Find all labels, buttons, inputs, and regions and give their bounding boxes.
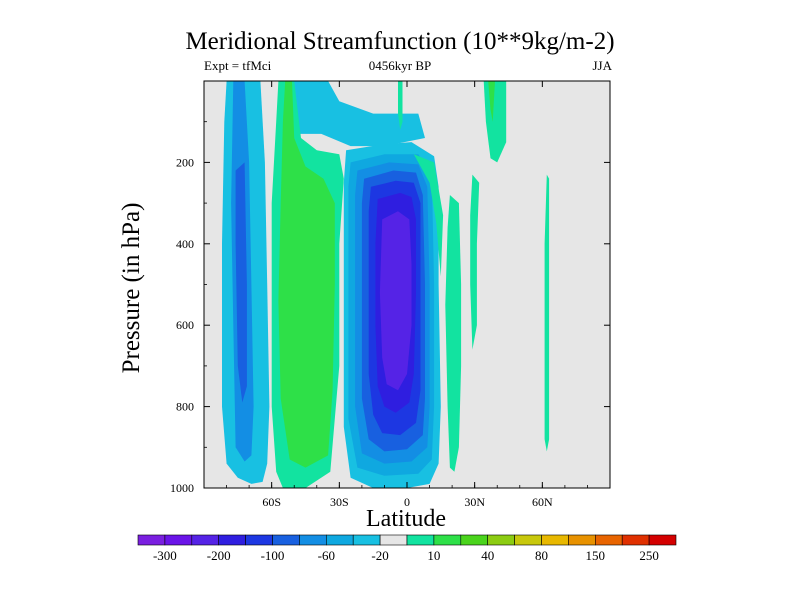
x-tick-label: 30S	[330, 495, 349, 509]
colorbar-box	[514, 534, 542, 546]
colorbar-box	[352, 534, 381, 546]
y-tick-label: 800	[176, 400, 194, 414]
season-label: JJA	[592, 58, 612, 73]
colorbar-box	[218, 534, 246, 546]
colorbar-box	[487, 534, 515, 546]
y-tick-label: 200	[176, 155, 194, 169]
colorbar-box	[568, 534, 596, 546]
colorbar-box	[460, 534, 488, 546]
colorbar-box	[541, 534, 569, 546]
colorbar-box	[299, 534, 327, 546]
colorbar-box	[406, 534, 435, 546]
contour-nh-streak-3	[483, 81, 507, 163]
contour-nh-streak-1	[445, 195, 462, 472]
contour-sh-polar-cell-core	[235, 162, 247, 403]
colorbar-label: 40	[481, 548, 494, 563]
colorbar-box	[433, 534, 462, 546]
colorbar-box	[648, 534, 677, 546]
x-tick-label: 30N	[464, 495, 485, 509]
colorbar-box	[621, 534, 650, 546]
contour-nh-streak-top	[398, 81, 403, 130]
x-axis-label: Latitude	[366, 506, 446, 532]
colorbar-label: -20	[371, 548, 388, 563]
colorbar-label: 250	[639, 548, 659, 563]
colorbar-label: -100	[261, 548, 285, 563]
colorbar-box	[272, 534, 300, 546]
contour-nh-upper-band	[413, 154, 444, 277]
contour-sh-ferrel-cell-core	[278, 81, 335, 468]
colorbar-label: -60	[318, 548, 335, 563]
y-tick-label: 600	[176, 318, 194, 332]
colorbar-box	[191, 534, 220, 546]
colorbar-box	[245, 534, 273, 546]
contour-nh-streak-2	[470, 174, 480, 350]
x-tick-label: 60N	[532, 495, 553, 509]
contour-sh-ferrel-top-band	[278, 81, 425, 147]
x-tick-label: 0	[404, 495, 410, 509]
colorbar-label: 150	[586, 548, 606, 563]
colorbar-label: 10	[427, 548, 440, 563]
colorbar-box	[137, 534, 166, 546]
colorbar-label: -300	[153, 548, 177, 563]
colorbar: -300 -200 -100 -60 -20 10 40 80 150 250	[137, 534, 677, 563]
experiment-label: Expt = tfMci	[204, 58, 272, 73]
colorbar-label: 80	[535, 548, 548, 563]
y-tick-label: 400	[176, 237, 194, 251]
chart-title: Meridional Streamfunction (10**9kg/m-2)	[185, 28, 615, 55]
x-tick-label: 60S	[262, 495, 281, 509]
contour-nh-streak-3-core	[488, 81, 495, 122]
y-tick-label: 1000	[170, 481, 194, 495]
contour-regions	[222, 81, 550, 488]
colorbar-label: -200	[207, 548, 231, 563]
time-label: 0456kyr BP	[368, 58, 432, 73]
contour-nh-streak-polar	[544, 174, 550, 452]
colorbar-box	[325, 534, 354, 546]
colorbar-box	[594, 534, 623, 546]
colorbar-box	[379, 534, 408, 546]
contour-hadley-cell-core	[379, 211, 412, 391]
axes: 60S 30S 0 30N 60N 200 400 600 800 1000	[170, 81, 610, 509]
colorbar-box	[164, 534, 193, 546]
